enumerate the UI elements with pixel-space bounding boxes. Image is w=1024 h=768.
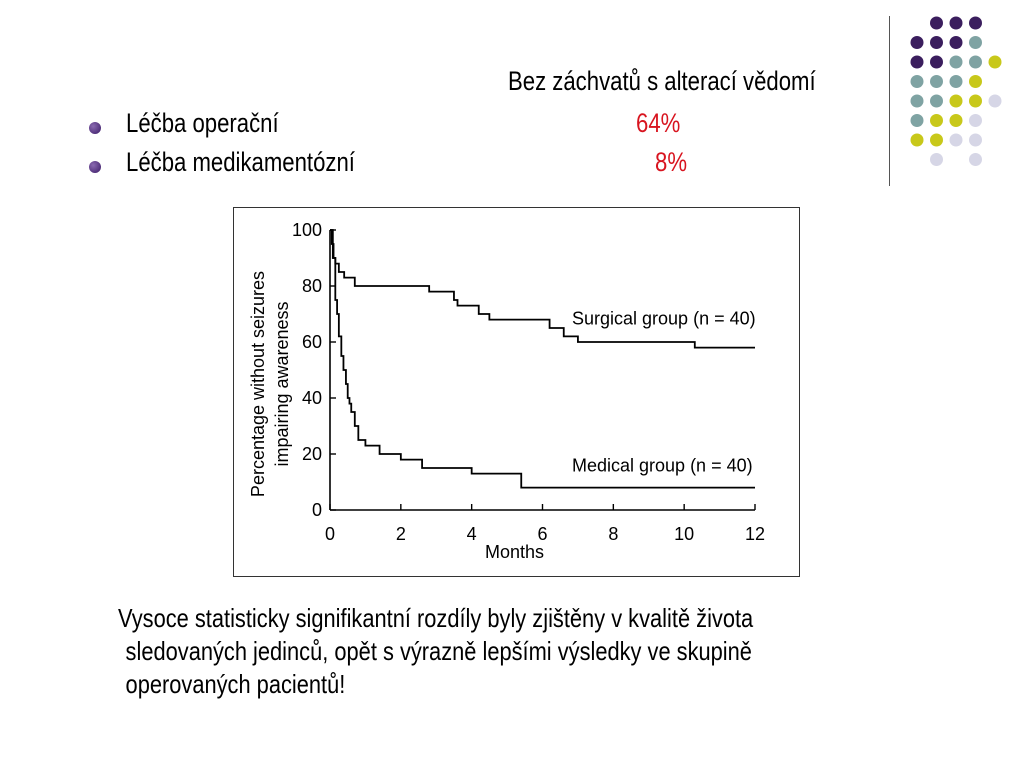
x-axis-label: Months	[485, 542, 544, 562]
decorative-dot	[949, 75, 963, 88]
x-tick-label: 6	[537, 524, 547, 544]
decorative-dot	[930, 16, 943, 30]
divider-line	[889, 16, 890, 186]
kaplan-meier-chart: 0 2 4 6 8 10 12 0 20 40 60 80 100 Months Percentage wi…	[248, 220, 765, 562]
bullet-icon	[89, 161, 101, 173]
decorative-dot	[969, 36, 982, 49]
table-header: Bez záchvatů s alterací vědomí	[508, 66, 816, 96]
decorative-dot	[969, 75, 982, 88]
y-axis-label: Percentage without seizures	[248, 271, 268, 497]
row-medical: Léčba medikamentózní 8%	[0, 147, 900, 181]
chart-frame: 0 2 4 6 8 10 12 0 20 40 60 80 100 Months Percentage wi…	[233, 207, 800, 577]
medical-group-line	[330, 229, 755, 489]
x-tick-label: 12	[745, 524, 765, 544]
series-label: Surgical group (n = 40)	[572, 309, 756, 329]
row-surgical: Léčba operační 64%	[0, 108, 900, 142]
footer-text: Vysoce statisticky signifikantní rozdíly…	[118, 602, 756, 701]
decorative-dot	[949, 114, 963, 127]
decorative-dot	[949, 55, 963, 69]
decorative-dot	[969, 114, 982, 127]
decorative-dot	[949, 133, 963, 147]
decorative-dot	[969, 133, 982, 147]
decorative-dot	[930, 94, 943, 108]
row-value: 64%	[636, 108, 681, 138]
x-tick-label: 2	[396, 524, 406, 544]
decorative-dot	[910, 55, 924, 69]
x-tick-label: 4	[467, 524, 477, 544]
x-tick-label: 8	[608, 524, 618, 544]
decorative-dot	[949, 16, 963, 30]
y-tick-label: 40	[302, 388, 322, 408]
x-tick-label: 10	[674, 524, 694, 544]
decorative-dot	[930, 55, 943, 69]
row-label: Léčba operační	[126, 108, 279, 138]
decorative-dot	[949, 94, 963, 108]
y-tick-label: 0	[312, 500, 322, 520]
decorative-dot	[910, 114, 924, 127]
surgical-group-line	[330, 229, 755, 349]
y-tick-label: 80	[302, 276, 322, 296]
decorative-dot	[930, 114, 943, 127]
series-label: Medical group (n = 40)	[572, 456, 753, 476]
footer-line: Vysoce statisticky signifikantní rozdíly…	[118, 603, 754, 633]
decorative-dot	[988, 94, 1002, 108]
decorative-dot	[910, 94, 924, 108]
row-label: Léčba medikamentózní	[126, 147, 355, 177]
decorative-dot	[930, 133, 943, 147]
decorative-dot	[910, 75, 924, 88]
decorative-dot	[910, 133, 924, 147]
decorative-dot	[969, 16, 982, 30]
decorative-dot	[910, 36, 924, 49]
decorative-dot	[969, 94, 982, 108]
decorative-dot	[930, 75, 943, 88]
x-tick-label: 0	[325, 524, 335, 544]
decorative-dot	[969, 55, 982, 69]
y-tick-label: 20	[302, 444, 322, 464]
decorative-dot	[930, 153, 943, 166]
y-axis-label: impairing awareness	[272, 301, 292, 466]
decorative-dot	[988, 55, 1002, 69]
decorative-dot	[969, 153, 982, 166]
y-tick-label: 60	[302, 332, 322, 352]
footer-line: operovaných pacientů!	[125, 669, 346, 699]
footer-line: sledovaných jedinců, opět s výrazně lepš…	[125, 636, 752, 666]
decorative-dot	[930, 36, 943, 49]
bullet-icon	[89, 122, 101, 134]
decorative-dot	[949, 36, 963, 49]
row-value: 8%	[655, 147, 688, 177]
y-tick-label: 100	[292, 220, 322, 240]
